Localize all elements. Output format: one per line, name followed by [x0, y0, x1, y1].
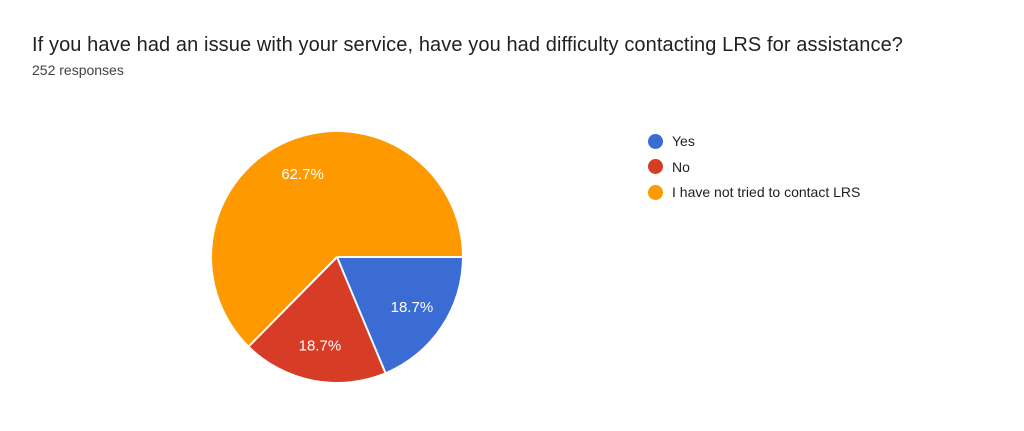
pie-slice-1: [249, 257, 386, 382]
legend-item-no: No: [648, 159, 860, 175]
legend-label-yes: Yes: [672, 133, 695, 149]
pie-slice-label-0: 18.7%: [391, 299, 434, 316]
legend-swatch-no: [648, 159, 663, 174]
pie-slice-2: [212, 131, 463, 346]
legend-swatch-not-tried: [648, 184, 663, 200]
legend-swatch-yes: [648, 133, 663, 149]
pie-slice-label-2: 62.7%: [281, 166, 324, 183]
pie-chart: 18.7% 18.7% 62.7%: [211, 131, 463, 383]
legend-label-no: No: [672, 158, 690, 175]
pie-slice-0: [337, 257, 462, 373]
legend-item-yes: Yes: [648, 133, 860, 149]
slice-separator-2: [248, 256, 338, 347]
legend-label-not-tried: I have not tried to contact LRS: [672, 184, 861, 200]
pie-chart-svg: 18.7% 18.7% 62.7%: [212, 131, 463, 382]
chart-legend: Yes No I have not tried to contact LRS: [648, 133, 860, 210]
legend-item-not-tried: I have not tried to contact LRS: [648, 184, 860, 200]
slice-separator-1: [336, 256, 387, 373]
question-title: If you have had an issue with your servi…: [32, 34, 904, 56]
response-count: 252 responses: [32, 62, 124, 78]
pie-slice-label-1: 18.7%: [299, 338, 342, 355]
